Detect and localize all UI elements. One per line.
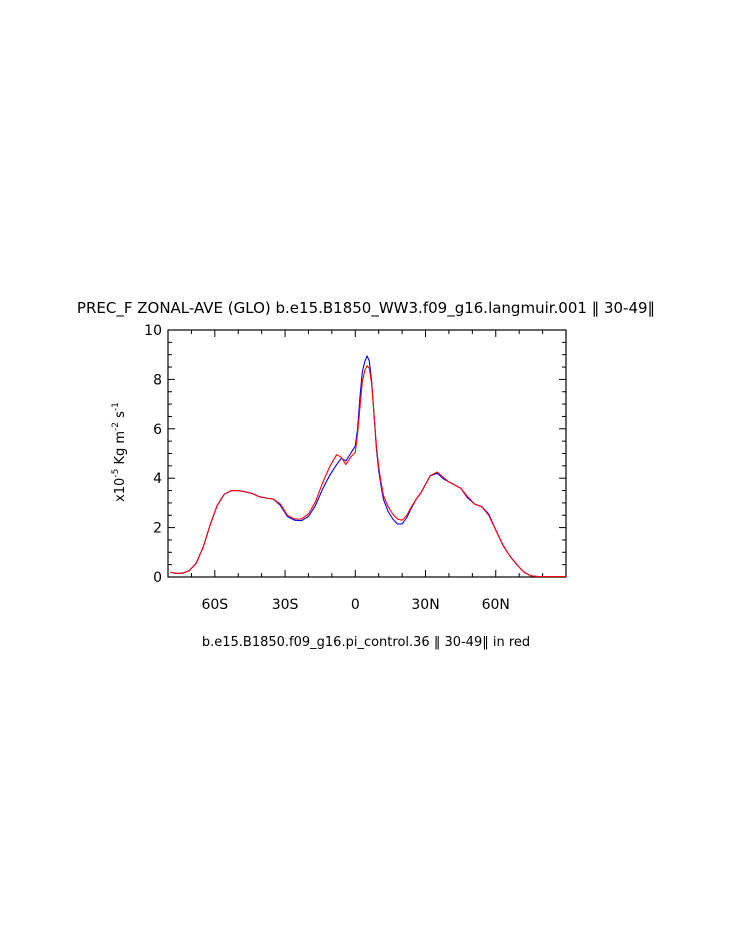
y-tick-label: 8 xyxy=(153,372,162,388)
y-tick-label: 6 xyxy=(153,422,162,438)
series-line-red xyxy=(170,365,566,578)
x-tick-label: 0 xyxy=(351,597,360,613)
y-tick-label: 2 xyxy=(153,521,162,537)
chart-subtitle: b.e15.B1850.f09_g16.pi_control.36 ‖ 30-4… xyxy=(202,635,530,650)
y-tick-label: 10 xyxy=(144,323,162,339)
x-tick-label: 30N xyxy=(411,597,439,613)
y-axis-label: x10-5 Kg m-2 s-1 xyxy=(111,402,128,502)
y-tick-label: 0 xyxy=(153,570,162,586)
chart-title: PREC_F ZONAL-AVE (GLO) b.e15.B1850_WW3.f… xyxy=(77,299,655,318)
y-tick-label: 4 xyxy=(153,471,162,487)
series-line-blue xyxy=(170,355,566,578)
x-tick-label: 60S xyxy=(201,597,228,613)
x-tick-label: 30S xyxy=(272,597,299,613)
plot-area: 0 2 4 6 8 10 60S 30S 0 30N 60N xyxy=(144,323,567,613)
x-tick-label: 60N xyxy=(482,597,510,613)
